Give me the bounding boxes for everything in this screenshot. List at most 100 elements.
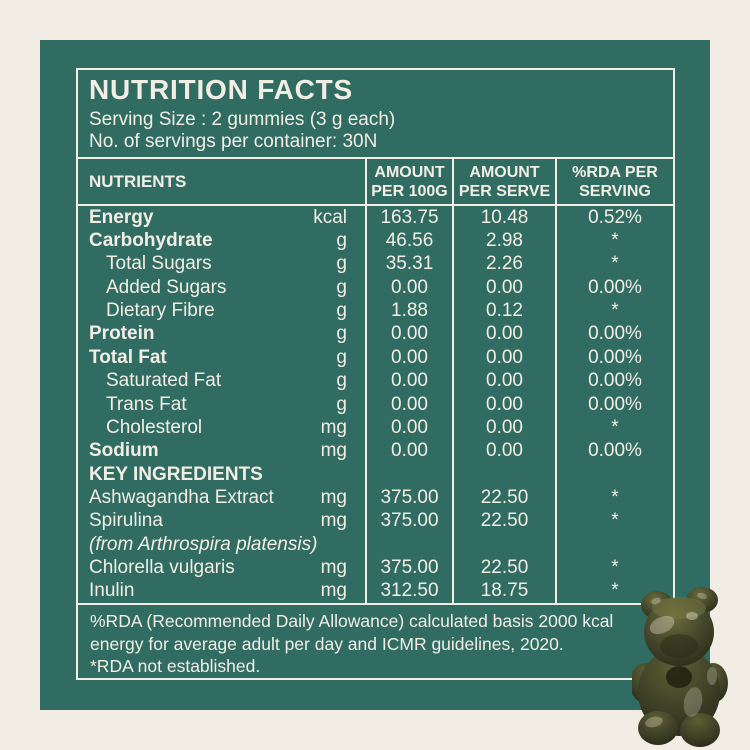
table-header-row: NUTRIENTS AMOUNT PER 100G AMOUNT PER SER…: [78, 157, 673, 206]
nutrient-unit: g: [336, 230, 347, 252]
footnote: %RDA (Recommended Daily Allowance) calcu…: [78, 605, 673, 678]
rda-per-serving: 0.00%: [555, 276, 673, 300]
nutrient-cell: (from Arthrospira platensis): [78, 533, 365, 556]
page-title: NUTRITION FACTS: [89, 74, 353, 105]
amount-per-100g: 0.00: [365, 439, 452, 463]
table-row: Spirulina mg 375.00 22.50 *: [78, 509, 673, 534]
rda-per-serving: *: [555, 556, 673, 580]
teal-panel: NUTRITION FACTS Serving Size : 2 gummies…: [40, 40, 710, 710]
nutrient-cell: KEY INGREDIENTS: [78, 463, 365, 486]
amount-per-100g: [365, 533, 452, 557]
amount-per-100g: 0.00: [365, 392, 452, 417]
nutrient-unit: g: [336, 253, 347, 275]
rda-per-serving: 0.52%: [555, 206, 673, 230]
nutrient-name: Dietary Fibre: [106, 300, 215, 322]
servings-per-container-text: No. of servings per container: 30N: [89, 131, 378, 152]
table-row: Added Sugars g 0.00 0.00 0.00%: [78, 276, 673, 300]
nutrient-cell: Saturated Fat g: [78, 370, 365, 393]
footnote-line: *RDA not established.: [90, 656, 261, 676]
amount-per-serve: 18.75: [452, 579, 555, 604]
amount-per-serve: 2.98: [452, 229, 555, 253]
nutrient-cell: Total Fat g: [78, 346, 365, 369]
amount-per-serve: 0.00: [452, 276, 555, 300]
nutrient-unit: mg: [320, 440, 347, 462]
nutrient-unit: mg: [320, 557, 347, 579]
gummy-bear-shape: [632, 587, 728, 747]
nutrient-cell: Added Sugars g: [78, 276, 365, 299]
nutrient-cell: Total Sugars g: [78, 253, 365, 276]
nutrient-cell: Dietary Fibre g: [78, 299, 365, 322]
table-row: Energy kcal 163.75 10.48 0.52%: [78, 206, 673, 230]
nutrient-cell: Protein g: [78, 323, 365, 346]
nutrient-name: Chlorella vulgaris: [89, 557, 235, 579]
amount-per-serve: 22.50: [452, 509, 555, 534]
nutrient-name: Inulin: [89, 580, 135, 602]
amount-per-100g: 46.56: [365, 229, 452, 253]
nutrient-unit: g: [336, 276, 347, 298]
rda-per-serving: *: [555, 252, 673, 277]
table-row: Protein g 0.00 0.00 0.00%: [78, 322, 673, 347]
nutrient-name: Total Sugars: [106, 253, 212, 275]
table-row: Total Sugars g 35.31 2.26 *: [78, 252, 673, 277]
rda-per-serving: 0.00%: [555, 392, 673, 417]
nutrition-facts-box: NUTRITION FACTS Serving Size : 2 gummies…: [76, 68, 675, 680]
amount-per-100g: 312.50: [365, 579, 452, 604]
rda-per-serving: 0.00%: [555, 369, 673, 393]
rda-per-serving: *: [555, 229, 673, 253]
label-header: NUTRITION FACTS Serving Size : 2 gummies…: [78, 70, 673, 157]
table-row: Ashwagandha Extract mg 375.00 22.50 *: [78, 486, 673, 510]
table-row: Carbohydrate g 46.56 2.98 *: [78, 229, 673, 253]
table-row: Saturated Fat g 0.00 0.00 0.00%: [78, 369, 673, 393]
table-row: (from Arthrospira platensis): [78, 533, 673, 557]
nutrient-unit: mg: [320, 510, 347, 532]
nutrient-unit: mg: [320, 416, 347, 438]
nutrient-cell: Spirulina mg: [78, 510, 365, 533]
nutrient-cell: Inulin mg: [78, 580, 365, 603]
nutrient-cell: Chlorella vulgaris mg: [78, 556, 365, 579]
nutrient-unit: kcal: [313, 206, 347, 228]
nutrient-name: Added Sugars: [106, 276, 227, 298]
nutrient-cell: Carbohydrate g: [78, 229, 365, 252]
amount-per-serve: 0.00: [452, 392, 555, 417]
nutrient-name: Energy: [89, 206, 154, 228]
amount-per-serve: 22.50: [452, 556, 555, 580]
nutrient-cell: Sodium mg: [78, 440, 365, 463]
nutrient-unit: g: [336, 393, 347, 415]
table-row: Chlorella vulgaris mg 375.00 22.50 *: [78, 556, 673, 580]
nutrient-name: Saturated Fat: [106, 370, 222, 392]
gummy-bear-image: [632, 587, 728, 747]
rda-per-serving: 0.00%: [555, 439, 673, 463]
amount-per-serve: 0.00: [452, 322, 555, 347]
amount-per-serve: 0.12: [452, 299, 555, 323]
column-header-amount-per-serve: AMOUNT PER SERVE: [452, 159, 555, 204]
rda-per-serving: 0.00%: [555, 322, 673, 347]
nutrient-name: Cholesterol: [106, 416, 203, 438]
nutrient-cell: Ashwagandha Extract mg: [78, 486, 365, 509]
amount-per-100g: 163.75: [365, 206, 452, 230]
amount-per-serve: 0.00: [452, 369, 555, 393]
footnote-line: energy for average adult per day and ICM…: [90, 633, 564, 654]
amount-per-serve: 0.00: [452, 416, 555, 440]
column-header-nutrients: NUTRIENTS: [89, 172, 187, 191]
amount-per-serve: 0.00: [452, 346, 555, 370]
amount-per-serve: 10.48: [452, 206, 555, 230]
column-header-amount-per-100g: AMOUNT PER 100G: [365, 159, 452, 204]
nutrient-unit: mg: [320, 486, 347, 508]
column-header-rda-per-serving: %RDA PER SERVING: [555, 159, 673, 204]
rda-per-serving: 0.00%: [555, 346, 673, 370]
amount-per-100g: 0.00: [365, 276, 452, 300]
table-row: Dietary Fibre g 1.88 0.12 *: [78, 299, 673, 323]
nutrient-name: Spirulina: [89, 510, 163, 532]
nutrient-cell: Trans Fat g: [78, 393, 365, 416]
nutrient-unit: g: [336, 300, 347, 322]
amount-per-100g: 1.88: [365, 299, 452, 323]
amount-per-serve: [452, 533, 555, 557]
amount-per-100g: 0.00: [365, 346, 452, 370]
nutrient-name: Trans Fat: [106, 393, 187, 415]
amount-per-serve: 0.00: [452, 439, 555, 463]
nutrient-name: Total Fat: [89, 346, 167, 368]
rda-per-serving: *: [555, 299, 673, 323]
amount-per-100g: 375.00: [365, 556, 452, 580]
amount-per-100g: 375.00: [365, 509, 452, 534]
